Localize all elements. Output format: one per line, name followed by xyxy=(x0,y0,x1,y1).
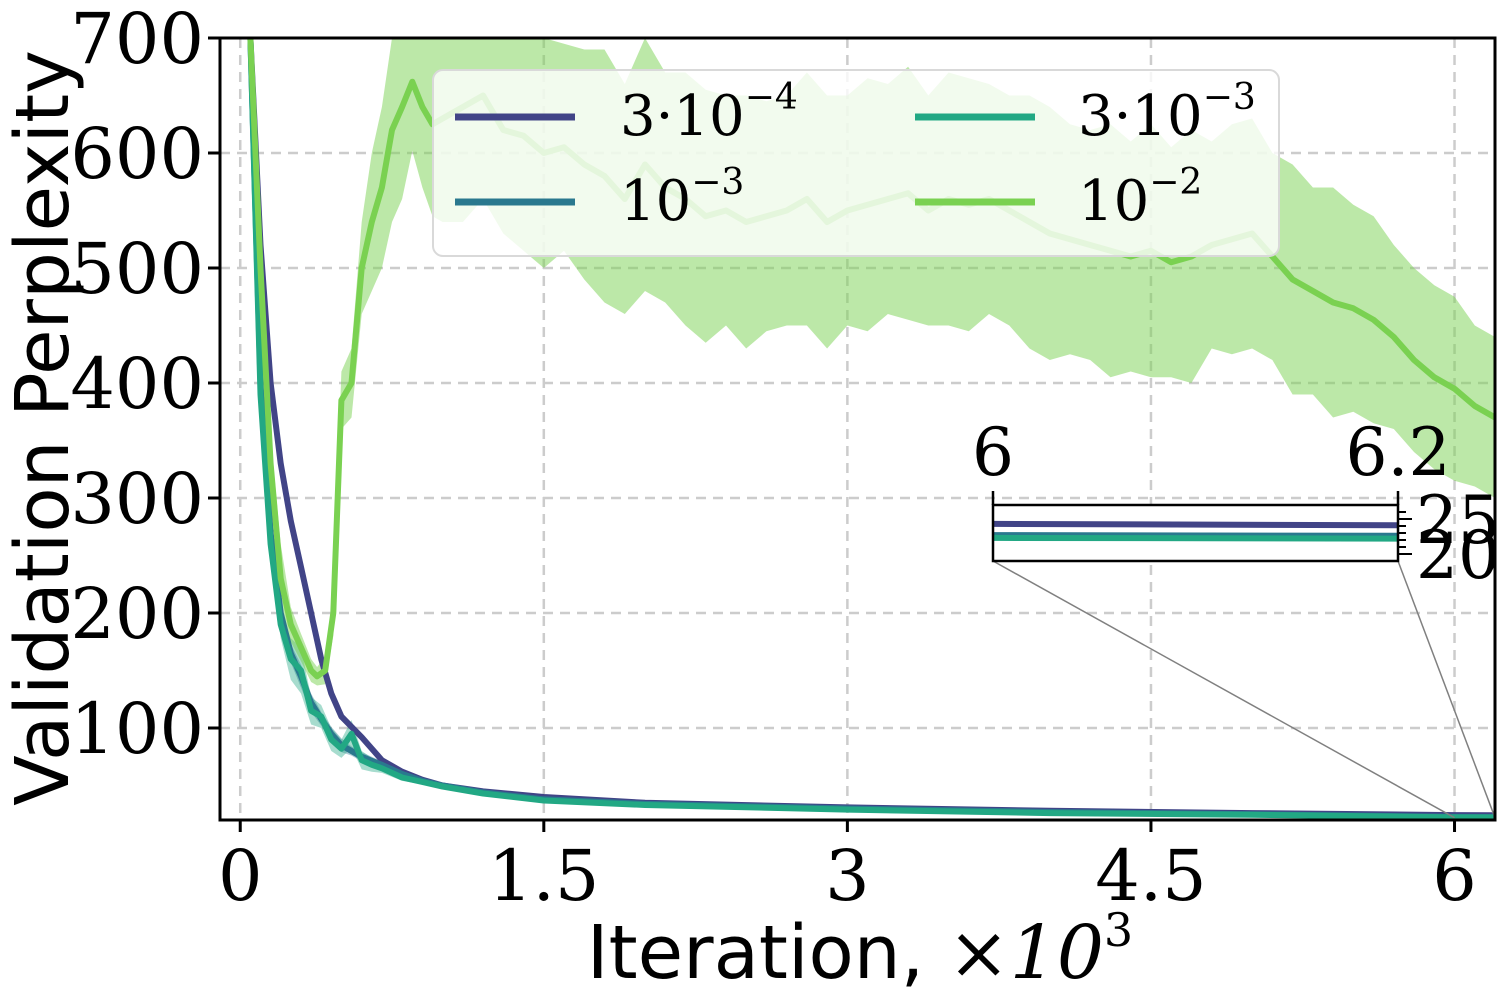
x-tick-label-4: 6 xyxy=(1432,835,1477,917)
x-tick-label-2: 3 xyxy=(825,835,870,917)
x-axis-title: Iteration, ×103 xyxy=(587,903,1133,996)
inset-y-tick-label-0: 25 xyxy=(1416,482,1500,559)
inset-connector-lines xyxy=(992,560,1496,819)
zoom-connector-right xyxy=(1397,560,1496,818)
inset-x-tick-label-0: 6 xyxy=(972,414,1014,491)
legend-box xyxy=(432,69,1280,257)
inset-x-tick-label-1: 6.2 xyxy=(1346,414,1451,491)
y-tick-label-4: 500 xyxy=(70,228,204,310)
x-tick-label-3: 4.5 xyxy=(1095,835,1206,917)
y-tick-label-2: 300 xyxy=(70,458,204,540)
y-axis-title: Validation Perplexity xyxy=(0,50,86,806)
y-tick-label-5: 600 xyxy=(70,113,204,195)
axes: 0 1.5 3 4.5 6 100 200 300 400 500 600 700 xyxy=(70,0,1497,917)
x-axis-title-scale: ×10 xyxy=(948,910,1104,996)
zoom-connector-left xyxy=(992,560,1455,819)
legend-label-1: 10−3 xyxy=(620,162,744,234)
legend: 3·10−4 10−3 3·10−3 10−2 xyxy=(432,69,1280,257)
x-tick-label-1: 1.5 xyxy=(488,835,599,917)
plot-frame xyxy=(218,36,1497,822)
x-axis-title-text: Iteration, xyxy=(587,910,948,996)
x-tick-label-0: 0 xyxy=(218,835,263,917)
y-tick-label-0: 100 xyxy=(70,688,204,770)
legend-label-0: 3·10−4 xyxy=(620,77,798,149)
y-tick-label-3: 400 xyxy=(70,343,204,425)
y-tick-label-1: 200 xyxy=(70,573,204,655)
legend-label-2: 3·10−3 xyxy=(1078,77,1256,149)
y-tick-label-6: 700 xyxy=(70,0,204,80)
x-axis-title-exponent: 3 xyxy=(1104,903,1133,957)
series-line-2 xyxy=(247,38,1495,820)
inset-y-tick-label-1: 20 xyxy=(1416,517,1500,594)
legend-label-3: 10−2 xyxy=(1078,162,1202,234)
